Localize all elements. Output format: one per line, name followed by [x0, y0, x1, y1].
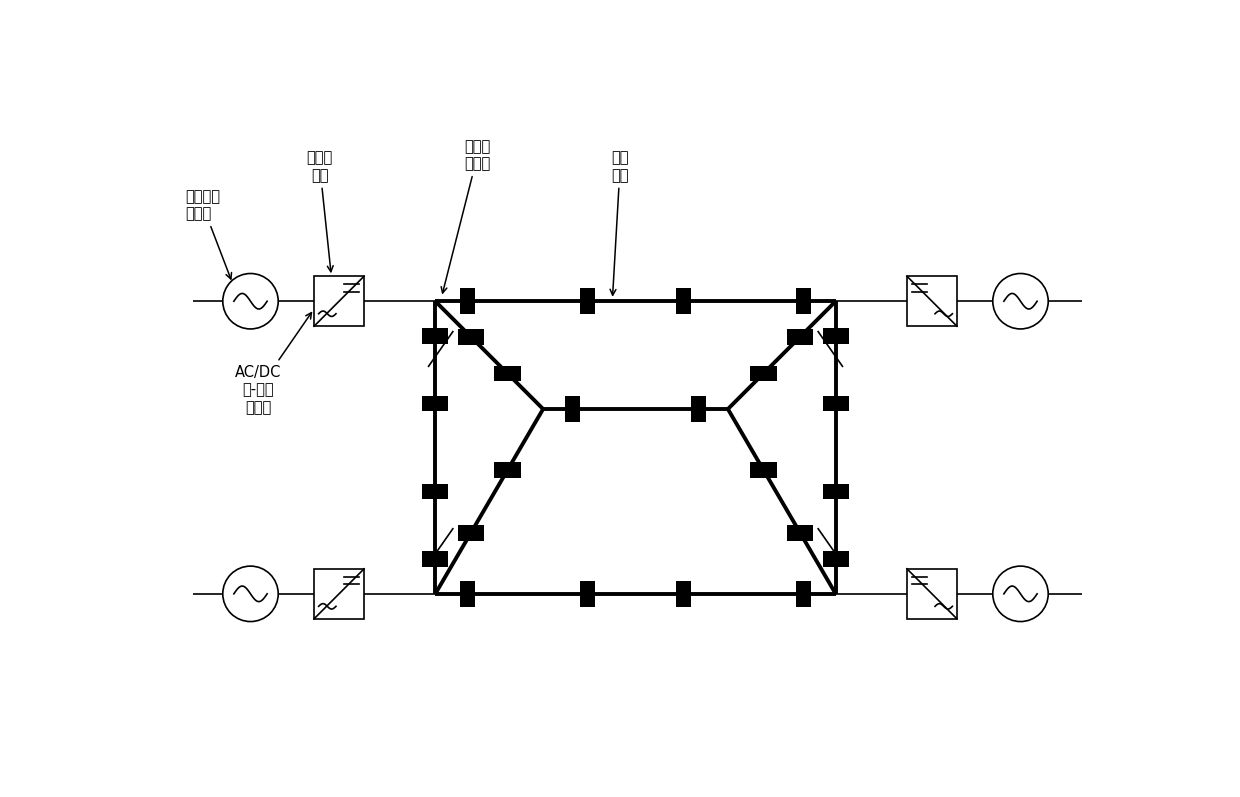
- Bar: [580, 581, 595, 607]
- Bar: [796, 581, 811, 607]
- Bar: [796, 289, 811, 314]
- Text: 直流网
络端点: 直流网 络端点: [441, 139, 491, 293]
- Bar: [422, 552, 449, 567]
- Bar: [564, 396, 580, 422]
- Text: 直流
支路: 直流 支路: [610, 151, 629, 295]
- Bar: [691, 396, 707, 422]
- Bar: [458, 329, 484, 344]
- Bar: [460, 289, 475, 314]
- Bar: [314, 569, 365, 618]
- Bar: [750, 462, 776, 477]
- Bar: [314, 277, 365, 326]
- Bar: [822, 552, 849, 567]
- Bar: [676, 581, 691, 607]
- Bar: [787, 525, 813, 540]
- Bar: [822, 396, 849, 411]
- Bar: [422, 328, 449, 344]
- Bar: [422, 484, 449, 499]
- Bar: [676, 289, 691, 314]
- Text: AC/DC
交-直流
变流器: AC/DC 交-直流 变流器: [236, 312, 311, 414]
- Bar: [422, 396, 449, 411]
- Bar: [822, 484, 849, 499]
- Bar: [750, 366, 776, 381]
- Bar: [495, 462, 521, 477]
- Bar: [906, 569, 957, 618]
- Bar: [458, 525, 484, 540]
- Bar: [580, 289, 595, 314]
- Bar: [822, 328, 849, 344]
- Bar: [495, 366, 521, 381]
- Bar: [906, 277, 957, 326]
- Bar: [787, 329, 813, 344]
- Text: 实验室交
流电源: 实验室交 流电源: [185, 189, 232, 279]
- Bar: [460, 581, 475, 607]
- Text: 断路器
开关: 断路器 开关: [306, 151, 334, 272]
